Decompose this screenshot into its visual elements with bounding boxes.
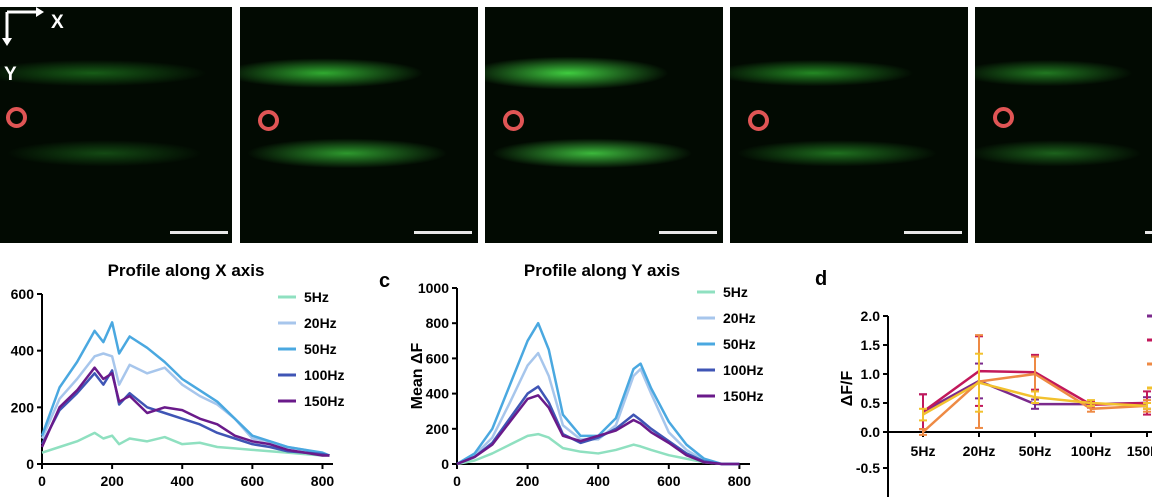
image-panel-100hz (730, 7, 968, 243)
x-tick-label: 0 (453, 473, 461, 489)
legend-label: 20Hz (304, 315, 337, 331)
x-tick-label: 800 (728, 473, 752, 489)
y-tick-label: 600 (426, 350, 450, 366)
y-tick-label: 1000 (418, 280, 449, 296)
xy-axis-indicator (2, 7, 44, 46)
y-axis-label: Mean ΔF (409, 342, 426, 409)
x-tick-label: 0 (38, 473, 46, 489)
scale-bar (904, 231, 962, 234)
series-line-20hz (456, 351, 740, 466)
y-tick-label: 200 (11, 399, 35, 415)
y-tick-label: 0.5 (861, 395, 881, 411)
chart-delta-f: 2.0 1.5 1.0 0.5 0.0 -0.5 5Hz 20Hz 50Hz 100Hz 150Hz… (839, 308, 1152, 497)
series-line-100hz (456, 385, 740, 466)
legend-label: 100Hz (723, 362, 763, 378)
y-tick-label: 600 (11, 286, 35, 302)
x-tick-label: 600 (657, 473, 681, 489)
y-tick-label: 0 (441, 456, 449, 472)
legend-label: 50Hz (304, 341, 337, 357)
roi-circle (748, 110, 769, 131)
scale-bar (659, 231, 717, 234)
chart-profile-x: 0 200 400 600 0 200 400 600 800 Profile along X a… (11, 261, 345, 489)
x-tick-label: 200 (516, 473, 540, 489)
image-panel-50hz (485, 7, 723, 243)
x-tick-label: 5Hz (911, 443, 936, 459)
roi-circle (993, 107, 1014, 128)
y-axis-indicator-label: Y (4, 64, 17, 85)
x-tick-label: 600 (241, 473, 265, 489)
scale-bar (414, 231, 472, 234)
series-line-150hz (456, 394, 740, 466)
y-tick-label: 2.0 (861, 308, 881, 324)
x-tick-label: 20Hz (963, 443, 996, 459)
x-tick-label: 150Hz (1127, 443, 1152, 459)
series-line-150hz (40, 366, 330, 457)
image-panel-20hz (240, 7, 478, 243)
y-tick-label: 0 (26, 456, 34, 472)
y-tick-label: 400 (426, 386, 450, 402)
y-tick-label: 1.0 (861, 366, 881, 382)
y-tick-label: 0.0 (861, 424, 881, 440)
x-tick-label: 200 (100, 473, 124, 489)
scale-bar (170, 231, 228, 234)
y-tick-label: -0.5 (856, 460, 880, 476)
legend-label: 50Hz (723, 336, 756, 352)
panel-letter-d: d (815, 268, 827, 290)
x-tick-label: 800 (311, 473, 335, 489)
legend-label: 150Hz (304, 393, 344, 409)
legend-label: 100Hz (304, 367, 344, 383)
series-line-50hz (40, 321, 330, 457)
panel-letter-c: c (379, 270, 390, 292)
roi-circle (258, 110, 279, 131)
y-tick-label: 400 (11, 343, 35, 359)
y-axis-label: ΔF/F (839, 371, 856, 407)
roi-circle (6, 107, 27, 128)
image-panel-150hz (975, 7, 1152, 243)
series-line-5hz (41, 431, 330, 457)
y-tick-label: 800 (426, 315, 450, 331)
legend-label: 5Hz (304, 289, 329, 305)
series-line-100hz (40, 369, 330, 457)
chart-title: Profile along Y axis (524, 261, 680, 280)
x-tick-label: 400 (587, 473, 611, 489)
legend-label: 5Hz (723, 284, 748, 300)
series-line-20hz (40, 352, 330, 457)
series-line-5hz (456, 432, 740, 466)
image-panel-5hz (0, 7, 232, 243)
x-tick-label: 100Hz (1071, 443, 1111, 459)
legend-label: 150Hz (723, 388, 763, 404)
chart-profile-y: 0 200 400 600 800 1000 0 200 400 600 800 Profile al… (409, 261, 763, 489)
roi-circle (503, 110, 524, 131)
x-tick-label: 50Hz (1019, 443, 1052, 459)
legend-label: 20Hz (723, 310, 756, 326)
x-tick-label: 400 (171, 473, 195, 489)
chart-title: Profile along X axis (108, 261, 265, 280)
y-tick-label: 200 (426, 421, 450, 437)
y-tick-label: 1.5 (861, 337, 881, 353)
x-axis-indicator-label: X (51, 12, 64, 33)
scale-bar (1145, 231, 1152, 234)
